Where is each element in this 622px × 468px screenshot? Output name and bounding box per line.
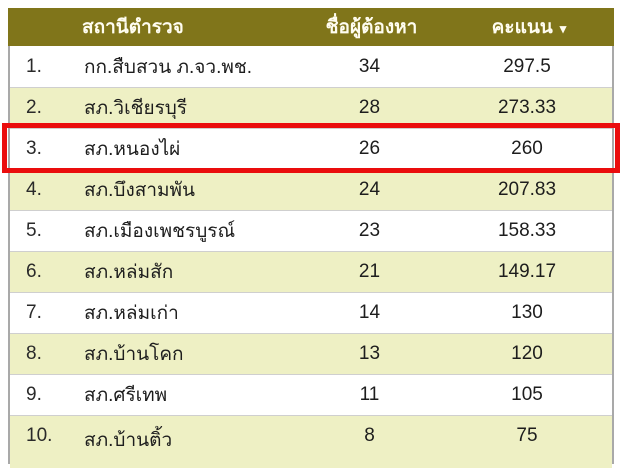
row-suspects: 11	[359, 384, 380, 405]
row-suspects: 24	[358, 179, 381, 200]
table-row[interactable]: 5. สภ.เมืองเพชรบูรณ์ 23 158.33	[10, 210, 612, 251]
row-rank: 8.	[26, 343, 42, 364]
table-row[interactable]: 10. สภ.บ้านติ้ว 8 75	[10, 415, 612, 468]
row-suspects: 13	[358, 343, 381, 364]
row-score: 130	[511, 302, 543, 323]
row-rank: 9.	[26, 384, 42, 405]
table-row[interactable]: 6. สภ.หล่มสัก 21 149.17	[10, 251, 612, 292]
ranking-table: สถานีตำรวจ ชื่อผู้ต้องหา คะแนน ▾ 1. กก.ส…	[2, 8, 620, 468]
row-station: สภ.บ้านติ้ว	[84, 430, 173, 451]
row-station: สภ.บึงสามพัน	[84, 180, 196, 201]
table-row[interactable]: 4. สภ.บึงสามพัน 24 207.83	[10, 169, 612, 210]
row-suspects: 34	[358, 55, 381, 77]
table-row[interactable]: 7. สภ.หล่มเก่า 14 130	[10, 292, 612, 333]
table-row[interactable]: 8. สภ.บ้านโคก 13 120	[10, 333, 612, 374]
row-rank: 2.	[26, 97, 42, 118]
row-station: กก.สืบสวน ภ.จว.พช.	[84, 56, 253, 78]
row-station: สภ.ศรีเทพ	[84, 385, 168, 406]
column-header-station[interactable]: สถานีตำรวจ	[82, 17, 184, 38]
row-rank: 4.	[26, 179, 42, 200]
row-rank: 3.	[26, 138, 42, 159]
row-rank: 5.	[26, 220, 42, 241]
row-score: 149.17	[497, 261, 557, 282]
table-header: สถานีตำรวจ ชื่อผู้ต้องหา คะแนน ▾	[8, 8, 614, 46]
row-suspects: 21	[358, 261, 381, 282]
row-score: 75	[516, 425, 538, 446]
row-score: 158.33	[497, 220, 557, 241]
row-rank: 1.	[26, 55, 42, 77]
row-score: 297.5	[503, 55, 551, 77]
column-header-suspects[interactable]: ชื่อผู้ต้องหา	[325, 17, 418, 38]
score-header-label: คะแนน	[491, 17, 553, 38]
row-suspects: 26	[358, 138, 381, 159]
row-rank: 6.	[26, 261, 42, 282]
table-row[interactable]: 1. กก.สืบสวน ภ.จว.พช. 34 297.5	[10, 46, 612, 87]
row-station: สภ.หล่มเก่า	[84, 303, 179, 324]
row-station: สภ.หนองไผ่	[84, 139, 181, 160]
row-score: 105	[511, 384, 543, 405]
row-station: สภ.เมืองเพชรบูรณ์	[84, 221, 236, 242]
sort-descending-icon: ▾	[559, 20, 567, 36]
row-station: สภ.หล่มสัก	[84, 262, 174, 283]
row-suspects: 8	[364, 425, 375, 446]
table-row[interactable]: 2. สภ.วิเชียรบุรี 28 273.33	[10, 87, 612, 128]
row-score: 260	[511, 138, 543, 159]
table-body: 1. กก.สืบสวน ภ.จว.พช. 34 297.5 2. สภ.วิเ…	[2, 46, 620, 468]
row-score: 207.83	[497, 179, 557, 200]
row-rank: 7.	[26, 302, 42, 323]
column-header-score[interactable]: คะแนน ▾	[444, 12, 614, 42]
row-suspects: 14	[358, 302, 381, 323]
row-score: 273.33	[497, 97, 557, 118]
row-station: สภ.วิเชียรบุรี	[84, 98, 188, 119]
row-rank: 10.	[26, 425, 53, 446]
row-station: สภ.บ้านโคก	[84, 344, 184, 365]
table-row[interactable]: 3. สภ.หนองไผ่ 26 260	[2, 123, 620, 173]
row-suspects: 28	[358, 97, 381, 118]
row-score: 120	[511, 343, 543, 364]
row-suspects: 23	[358, 220, 381, 241]
table-row[interactable]: 9. สภ.ศรีเทพ 11 105	[10, 374, 612, 415]
